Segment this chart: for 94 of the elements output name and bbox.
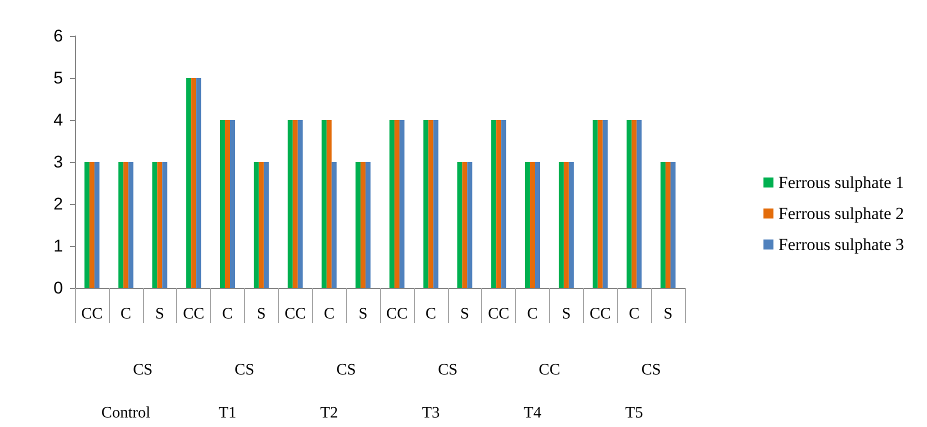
bar bbox=[564, 162, 569, 288]
bar bbox=[428, 120, 434, 288]
bar bbox=[626, 120, 632, 288]
x-tick-label: C bbox=[222, 306, 233, 322]
bar bbox=[558, 162, 564, 288]
bar bbox=[530, 162, 535, 288]
bar bbox=[332, 162, 337, 288]
text: T2 bbox=[320, 404, 338, 422]
x-tick-label: CC bbox=[182, 306, 204, 322]
y-tick-label: 2 bbox=[54, 194, 63, 214]
legend-label: Ferrous sulphate 2 bbox=[778, 204, 904, 223]
legend-label: Ferrous sulphate 1 bbox=[778, 173, 904, 192]
bar bbox=[84, 162, 90, 288]
bar bbox=[632, 120, 637, 288]
x-tick-label: CC bbox=[590, 306, 611, 322]
bar bbox=[258, 162, 264, 288]
text: T4 bbox=[524, 404, 542, 422]
x-tick-label: S bbox=[562, 306, 571, 322]
bar bbox=[491, 120, 496, 288]
bar bbox=[568, 162, 574, 288]
y-tick-label: 3 bbox=[54, 152, 63, 172]
text: CS bbox=[438, 362, 458, 378]
bar bbox=[501, 120, 506, 288]
bar bbox=[394, 120, 400, 288]
bar bbox=[186, 78, 192, 288]
bar bbox=[322, 120, 327, 288]
y-tick-label: 0 bbox=[54, 278, 63, 298]
text: T1 bbox=[218, 404, 236, 422]
y-tick-label: 4 bbox=[54, 110, 63, 130]
text: T3 bbox=[422, 404, 440, 422]
x-tick-label: S bbox=[460, 306, 470, 322]
bar bbox=[191, 78, 196, 288]
bar bbox=[288, 120, 293, 288]
bar bbox=[356, 162, 361, 288]
bar bbox=[462, 162, 468, 288]
bar bbox=[602, 120, 608, 288]
bar bbox=[592, 120, 598, 288]
bar bbox=[118, 162, 124, 288]
bar bbox=[196, 78, 202, 288]
bar bbox=[525, 162, 530, 288]
bar bbox=[94, 162, 100, 288]
text: CS bbox=[336, 362, 356, 378]
bar bbox=[254, 162, 259, 288]
x-tick-label: CC bbox=[284, 306, 306, 322]
text: CS bbox=[641, 362, 661, 378]
bar bbox=[326, 120, 332, 288]
x-tick-label: C bbox=[120, 306, 132, 322]
bar bbox=[230, 120, 235, 288]
bar bbox=[292, 120, 298, 288]
x-tick-label: CC bbox=[386, 306, 408, 322]
bar bbox=[220, 120, 225, 288]
bar bbox=[496, 120, 502, 288]
text: Control bbox=[101, 404, 151, 422]
bar bbox=[157, 162, 162, 288]
legend-label: Ferrous sulphate 3 bbox=[778, 235, 904, 254]
text: CS bbox=[234, 362, 254, 378]
x-tick-label: CC bbox=[81, 306, 103, 322]
bar bbox=[128, 162, 134, 288]
x-tick-label: S bbox=[358, 306, 368, 322]
x-tick-label: C bbox=[425, 306, 436, 322]
bar bbox=[152, 162, 158, 288]
bar bbox=[366, 162, 371, 288]
bar bbox=[423, 120, 428, 288]
bar bbox=[298, 120, 303, 288]
x-tick-label: S bbox=[256, 306, 266, 322]
y-tick-label: 1 bbox=[54, 236, 63, 256]
bar bbox=[433, 120, 438, 288]
bar bbox=[457, 162, 462, 288]
x-tick-label: S bbox=[664, 306, 673, 322]
bar bbox=[360, 162, 366, 288]
bar bbox=[389, 120, 394, 288]
text: CS bbox=[132, 362, 153, 378]
bar bbox=[264, 162, 269, 288]
bar bbox=[670, 162, 676, 288]
x-tick-label: C bbox=[628, 306, 640, 322]
bar bbox=[225, 120, 230, 288]
bar bbox=[598, 120, 603, 288]
bar bbox=[123, 162, 128, 288]
bar bbox=[89, 162, 94, 288]
x-tick-label: CC bbox=[488, 306, 510, 322]
y-tick-label: 6 bbox=[54, 26, 63, 46]
text: CC bbox=[538, 362, 560, 378]
bar bbox=[636, 120, 642, 288]
x-tick-label: C bbox=[527, 306, 538, 322]
bar bbox=[535, 162, 540, 288]
bar bbox=[162, 162, 168, 288]
x-tick-label: C bbox=[324, 306, 335, 322]
y-tick-label: 5 bbox=[54, 68, 63, 88]
text: T5 bbox=[625, 404, 644, 422]
bar bbox=[467, 162, 472, 288]
bar bbox=[666, 162, 671, 288]
bar bbox=[399, 120, 404, 288]
bar bbox=[660, 162, 666, 288]
x-tick-label: S bbox=[155, 306, 164, 322]
